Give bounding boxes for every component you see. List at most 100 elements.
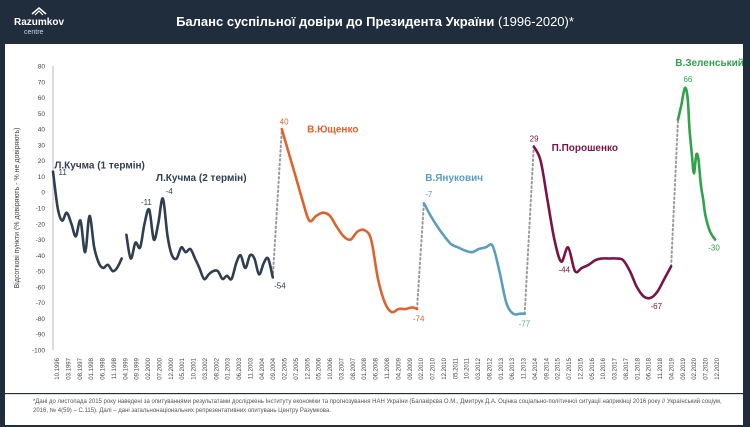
- x-tick-label: 07.2015: [567, 357, 573, 379]
- x-tick-label: 06.2018: [647, 357, 653, 379]
- x-tick-label: 12.2000: [169, 357, 175, 379]
- series-line-yanukovych: [422, 202, 526, 316]
- y-tick-label: 20: [38, 158, 46, 165]
- x-tick-label: 12.2015: [578, 357, 584, 379]
- series-line-poroshenko: [532, 145, 673, 300]
- x-tick-label: 08.1997: [78, 357, 84, 379]
- data-value-label: -74: [413, 315, 425, 324]
- x-tick-label: 11.1998: [112, 357, 118, 379]
- y-tick-label: -40: [36, 253, 46, 260]
- x-tick-label: 03.1997: [66, 357, 72, 379]
- x-tick-label: 02.2020: [692, 357, 698, 379]
- x-tick-label: 09.2014: [544, 357, 550, 379]
- x-tick-label: 04.2004: [260, 357, 266, 379]
- data-value-label: 29: [530, 135, 539, 144]
- y-tick-label: -50: [36, 269, 46, 276]
- x-tick-label: 07.2020: [704, 357, 710, 379]
- x-tick-label: 08.2012: [487, 357, 493, 379]
- data-value-label: -11: [141, 198, 153, 207]
- x-tick-label: 04.2014: [533, 357, 539, 379]
- x-tick-label: 02.2000: [146, 357, 152, 379]
- x-tick-label: 09.2004: [271, 357, 277, 379]
- x-tick-label: 01.2008: [362, 357, 368, 379]
- x-tick-label: 01.2018: [635, 357, 641, 379]
- y-tick-label: -70: [36, 300, 46, 307]
- x-tick-label: 09.2009: [408, 357, 414, 379]
- trust-balance-chart: 80 70 60 50 40 30 20 10 0 -10 -20 -30 -40 -50 -60 -70 -8…: [13, 58, 743, 380]
- y-tick-label: 60: [38, 95, 46, 102]
- x-tick-label: 08.2007: [351, 357, 357, 379]
- x-tick-label: 01.2013: [499, 357, 505, 379]
- page-title: Баланс суспільної довіри до Президента У…: [95, 14, 655, 29]
- transition-dotted-line: [523, 145, 535, 315]
- x-tick-label: 08.2017: [624, 357, 630, 379]
- y-tick-label: -20: [36, 221, 46, 228]
- y-tick-label: 80: [38, 64, 46, 71]
- x-tick-label: 08.2002: [214, 357, 220, 379]
- title-main: Баланс суспільної довіри до Президента У…: [176, 14, 495, 29]
- logo-subtitle: centre: [24, 29, 44, 36]
- data-value-label: -54: [274, 281, 286, 290]
- logo-mark-icon: [31, 7, 47, 16]
- series-name-label: П.Порошенко: [552, 143, 618, 154]
- footnote-area: *Дані до листопада 2015 року наведені за…: [5, 394, 743, 425]
- series-name-label: Л.Кучма (1 термін): [54, 161, 145, 172]
- series-line-yushchenko: [280, 127, 419, 314]
- series-name-label: В.Ющенко: [307, 124, 358, 135]
- series-name-label: В.Янукович: [425, 173, 483, 184]
- data-value-label: -4: [166, 187, 174, 196]
- x-tick-label: 06.1998: [101, 357, 107, 379]
- x-tick-label: 06.2008: [374, 357, 380, 379]
- x-tick-label: 10.2016: [601, 357, 607, 379]
- y-tick-label: -10: [36, 206, 46, 213]
- data-value-label: 40: [280, 117, 289, 126]
- title-years: (1996-2020)*: [498, 14, 574, 29]
- x-tick-label: 10.2006: [328, 357, 334, 379]
- data-value-label: 66: [683, 75, 692, 84]
- x-tick-label: 04.1999: [123, 357, 129, 379]
- x-tick-label: 04.2009: [396, 357, 402, 379]
- y-tick-label: -60: [36, 284, 46, 291]
- x-tick-label: 05.2006: [317, 357, 323, 379]
- series-name-label: Л.Кучма (2 термін): [156, 173, 247, 184]
- data-value-label: -7: [425, 190, 433, 199]
- series-line-kuchma: [51, 170, 123, 273]
- x-tick-label: 07.2005: [294, 357, 300, 379]
- x-tick-label: 07.2000: [157, 357, 163, 379]
- data-value-label: -77: [519, 319, 531, 328]
- y-tick-label: 50: [38, 111, 46, 118]
- data-value-label: 11: [58, 168, 67, 177]
- footnote-text: *Дані до листопада 2015 року наведені за…: [33, 399, 722, 414]
- x-tick-label: 03.2012: [476, 357, 482, 379]
- y-tick-label: 40: [38, 127, 46, 134]
- y-tick-label: -90: [36, 332, 46, 339]
- data-value-label: -30: [708, 244, 720, 253]
- x-tick-label: 12.2010: [442, 357, 448, 379]
- x-tick-label: 07.2010: [431, 357, 437, 379]
- series-line-zelensky: [676, 86, 717, 241]
- data-value-label: -44: [558, 266, 570, 275]
- logo-name: Razumkov: [14, 17, 65, 28]
- x-tick-label: 01.2003: [226, 357, 232, 379]
- series-line-kuchma: [125, 197, 275, 281]
- x-tick-label: 02.2005: [283, 357, 289, 379]
- chart-panel: 80 70 60 50 40 30 20 10 0 -10 -20 -30 -40 -50 -60 -70 -8…: [5, 44, 743, 393]
- y-tick-label: 30: [38, 142, 46, 149]
- y-tick-label: 10: [38, 174, 46, 181]
- y-tick-label: 0: [41, 190, 45, 197]
- series-name-label: В.Зеленський: [675, 58, 743, 69]
- transition-dotted-line: [416, 202, 425, 310]
- x-tick-label: 05.2011: [453, 357, 459, 379]
- x-tick-label: 03.2002: [203, 357, 209, 379]
- y-tick-label: -100: [32, 348, 45, 355]
- y-tick-label: -80: [36, 316, 46, 323]
- y-tick-label: -30: [36, 237, 46, 244]
- x-tick-label: 11.2018: [658, 357, 664, 379]
- x-tick-label: 02.2015: [556, 357, 562, 379]
- x-tick-label: 10.1996: [55, 357, 61, 379]
- x-tick-label: 09.2019: [681, 357, 687, 379]
- x-tick-label: 10.2001: [192, 357, 198, 379]
- x-tick-label: 06.2003: [237, 357, 243, 379]
- x-tick-label: 01.1998: [89, 357, 95, 379]
